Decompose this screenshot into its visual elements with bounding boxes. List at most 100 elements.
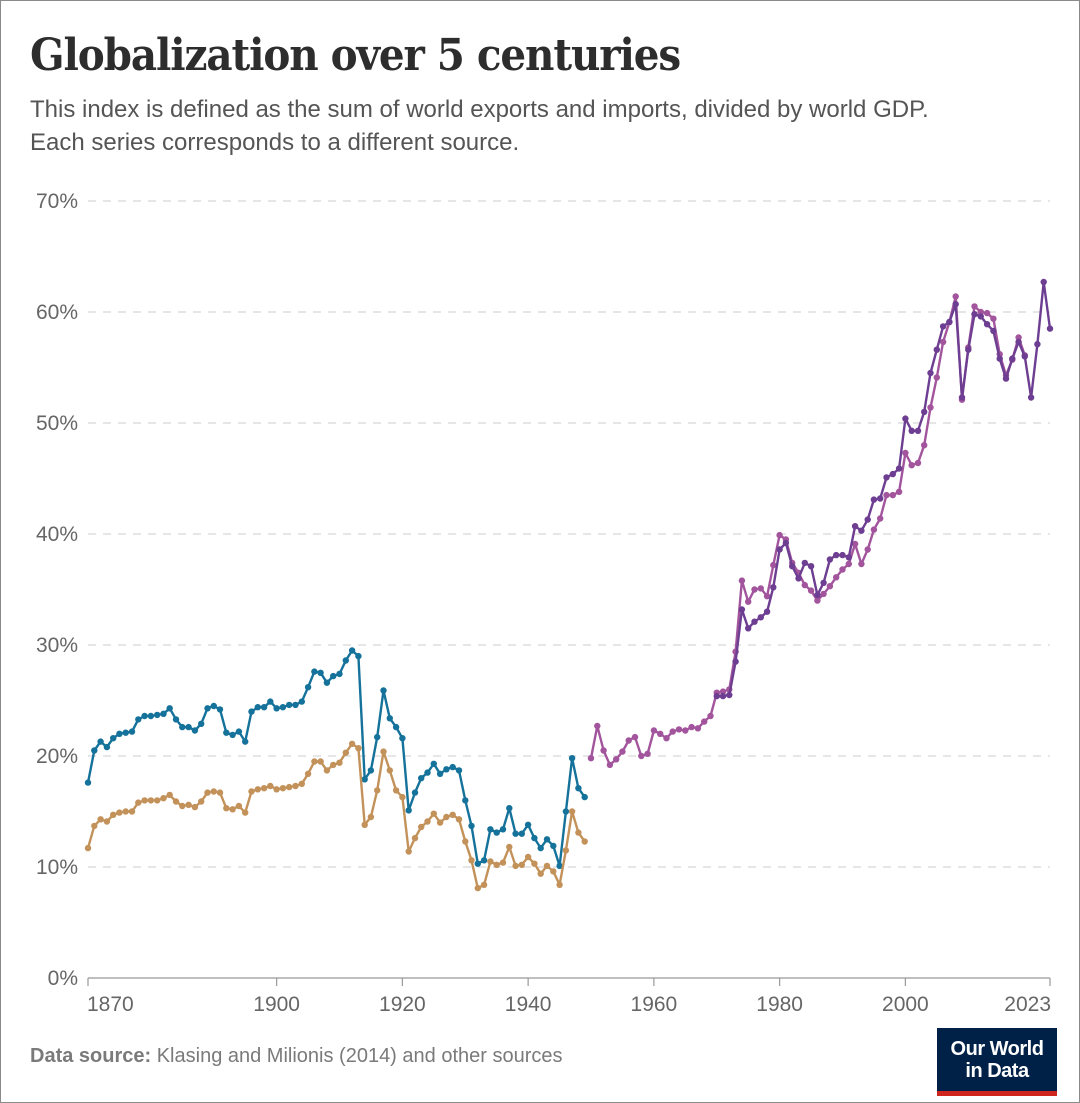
data-point[interactable] [116,809,123,816]
data-point[interactable] [939,338,947,346]
data-point[interactable] [908,427,915,434]
data-point[interactable] [990,315,997,322]
data-point[interactable] [223,805,230,812]
data-point[interactable] [198,798,205,805]
data-point[interactable] [745,625,752,632]
data-point[interactable] [663,735,670,742]
data-point[interactable] [776,546,783,553]
data-point[interactable] [889,470,896,478]
data-point[interactable] [883,491,890,499]
data-point[interactable] [782,539,790,547]
data-point[interactable] [399,793,406,801]
data-point[interactable] [462,838,469,845]
data-point[interactable] [1046,325,1054,332]
data-point[interactable] [971,311,978,318]
data-point[interactable] [895,488,903,495]
data-point[interactable] [933,374,940,381]
data-point[interactable] [524,821,532,828]
data-point[interactable] [518,861,525,868]
data-point[interactable] [826,556,834,563]
data-point[interactable] [216,706,224,713]
data-point[interactable] [223,729,230,736]
data-point[interactable] [323,767,331,774]
data-point[interactable] [493,861,500,868]
data-point[interactable] [568,808,576,815]
data-point[interactable] [235,802,243,810]
data-point[interactable] [983,309,991,317]
data-point[interactable] [543,862,551,870]
data-point[interactable] [625,737,632,744]
data-point[interactable] [644,750,651,757]
data-point[interactable] [462,797,469,804]
data-point[interactable] [927,369,934,377]
data-point[interactable] [128,728,136,735]
data-point[interactable] [480,881,488,888]
data-point[interactable] [751,618,758,625]
data-point[interactable] [594,722,601,730]
data-point[interactable] [254,786,261,793]
data-point[interactable] [719,688,727,695]
data-point[interactable] [185,723,192,731]
data-point[interactable] [650,727,658,734]
owid-logo[interactable]: Our World in Data [937,1028,1057,1096]
data-point[interactable] [807,563,815,570]
data-point[interactable] [839,566,846,573]
data-point[interactable] [449,811,456,818]
data-point[interactable] [770,561,777,569]
data-point[interactable] [877,495,884,502]
data-point[interactable] [1021,353,1028,360]
data-point[interactable] [493,829,500,836]
data-point[interactable] [562,847,570,854]
data-point[interactable] [172,716,180,723]
data-point[interactable] [568,755,576,762]
data-point[interactable] [110,811,117,818]
data-point[interactable] [248,788,255,795]
data-point[interactable] [814,591,821,599]
data-point[interactable] [367,813,375,821]
data-point[interactable] [204,705,211,712]
data-point[interactable] [550,868,557,875]
data-point[interactable] [675,726,683,733]
data-point[interactable] [172,798,180,805]
data-point[interactable] [342,749,349,756]
data-point[interactable] [977,308,984,316]
data-point[interactable] [638,752,645,760]
data-point[interactable] [147,797,155,804]
data-point[interactable] [418,823,425,831]
data-point[interactable] [801,559,808,567]
data-point[interactable] [97,738,104,745]
data-point[interactable] [581,838,588,845]
data-point[interactable] [103,818,111,825]
data-point[interactable] [336,759,343,766]
data-point[interactable] [279,785,287,792]
data-point[interactable] [499,859,507,866]
data-point[interactable] [763,608,771,615]
data-point[interactable] [965,346,972,353]
data-point[interactable] [575,785,582,792]
data-point[interactable] [870,496,878,503]
data-point[interactable] [826,583,834,590]
data-point[interactable] [91,747,98,754]
data-point[interactable] [1027,394,1035,401]
data-point[interactable] [820,590,827,598]
data-point[interactable] [342,657,349,664]
data-point[interactable] [776,531,783,539]
data-point[interactable] [260,704,268,711]
data-point[interactable] [348,647,356,654]
data-point[interactable] [122,808,129,815]
data-point[interactable] [613,756,620,763]
data-point[interactable] [713,692,720,700]
data-point[interactable] [902,449,909,457]
data-point[interactable] [682,727,689,734]
data-point[interactable] [531,860,538,867]
data-point[interactable] [279,704,287,711]
data-point[interactable] [719,692,727,700]
data-point[interactable] [845,554,852,561]
data-point[interactable] [229,806,236,813]
data-point[interactable] [141,712,148,720]
data-point[interactable] [851,540,859,548]
data-point[interactable] [330,672,337,680]
data-point[interactable] [757,585,764,592]
data-point[interactable] [688,723,695,731]
data-point[interactable] [977,313,984,320]
